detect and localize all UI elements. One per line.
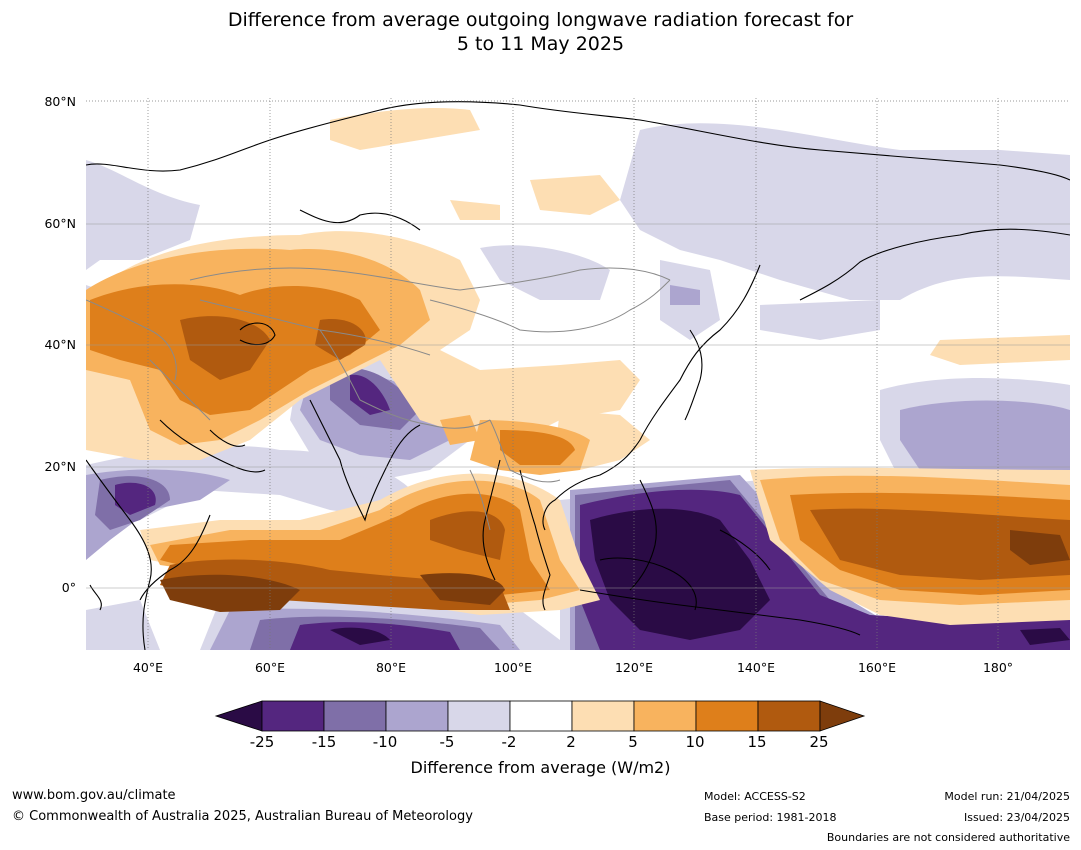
lon-label-120e: 120°E [614,660,653,675]
colorbar-extend-max [819,700,866,732]
colorbar-bin [509,700,573,732]
lat-label-0: 0° [61,580,76,595]
lon-label-160e: 160°E [857,660,896,675]
website-link[interactable]: www.bom.gov.au/climate [12,788,176,803]
colorbar-label: -5 [439,733,455,751]
lon-label-180: 180° [982,660,1014,675]
colorbar-label: 2 [566,733,576,751]
anomaly-extreme-negative [330,508,1070,645]
lon-label-80e: 80°E [375,660,407,675]
colorbar-label: 15 [747,733,767,751]
lat-label-40n: 40°N [44,337,76,352]
title-line-2: 5 to 11 May 2025 [456,33,625,55]
country-borders [86,267,671,531]
lon-label-100e: 100°E [493,660,532,675]
colorbar-bin [323,700,387,732]
colorbar-label: -25 [249,733,275,751]
lon-label-40e: 40°E [132,660,164,675]
map-plot-area [86,98,1070,650]
base-period: Base period: 1981-2018 [704,811,837,824]
boundaries-disclaimer: Boundaries are not considered authoritat… [826,831,1070,844]
coastlines [86,101,1070,650]
issued-date: Issued: 23/04/2025 [963,811,1070,824]
colorbar-title: Difference from average (W/m2) [410,758,671,777]
title-line-1: Difference from average outgoing longwav… [227,9,854,31]
colorbar-bin [385,700,449,732]
map-title: Difference from average outgoing longwav… [0,8,1081,56]
colorbar-extend-min [214,700,263,732]
colorbar-bin [261,700,325,732]
colorbar [214,700,866,732]
colorbar-label: -15 [311,733,337,751]
colorbar-bin [571,700,635,732]
lat-label-80n: 80°N [44,94,76,109]
lon-label-140e: 140°E [736,660,775,675]
colorbar-bin [695,700,759,732]
lat-label-20n: 20°N [44,459,76,474]
graticule [86,98,1070,650]
model-run-date: Model run: 21/04/2025 [944,790,1070,803]
colorbar-label: 25 [809,733,829,751]
colorbar-label: 5 [628,733,638,751]
colorbar-bin [757,700,821,732]
model-name: Model: ACCESS-S2 [704,790,806,803]
colorbar-label: -10 [372,733,398,751]
colorbar-bin [633,700,697,732]
colorbar-label: -2 [501,733,517,751]
anomaly-extreme-positive [160,530,1070,612]
lon-label-60e: 60°E [254,660,286,675]
lat-label-60n: 60°N [44,216,76,231]
copyright-text: © Commonwealth of Australia 2025, Austra… [12,809,473,824]
colorbar-bin [447,700,511,732]
colorbar-label: 10 [685,733,705,751]
